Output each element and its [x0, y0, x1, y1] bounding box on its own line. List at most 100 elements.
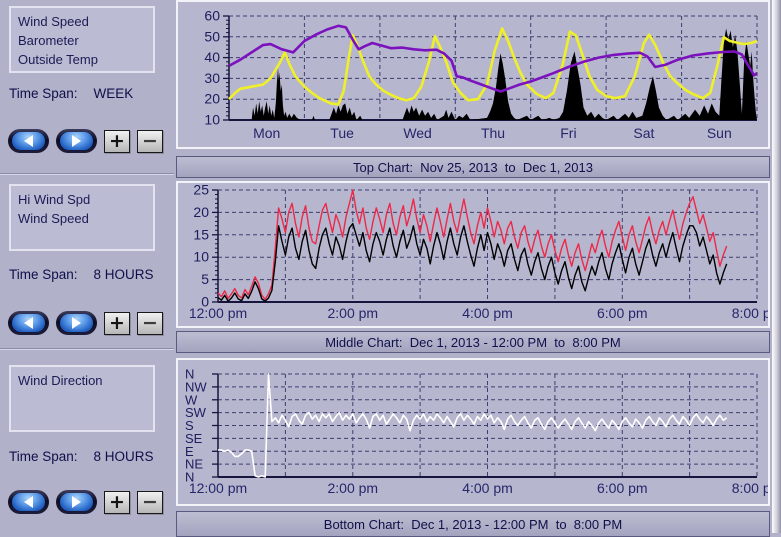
middle-chart-caption: Middle Chart: Dec 1, 2013 - 12:00 PM to … [176, 331, 770, 353]
svg-text:0: 0 [201, 294, 209, 310]
time-span-row-middle: Time Span: 8 HOURS [9, 267, 154, 282]
next-icon [60, 132, 93, 150]
svg-text:SW: SW [185, 405, 207, 420]
svg-text:2:00 pm: 2:00 pm [328, 480, 379, 496]
time-span-value: 8 HOURS [93, 267, 154, 282]
svg-text:25: 25 [193, 183, 209, 198]
svg-text:30: 30 [204, 70, 220, 86]
next-button-top[interactable] [56, 129, 97, 153]
prev-icon [12, 314, 45, 332]
svg-text:Sat: Sat [633, 125, 654, 141]
series-wind-speed [229, 28, 757, 120]
middle-chart-controls: + − [8, 311, 163, 335]
prev-button-middle[interactable] [8, 311, 49, 335]
svg-text:15: 15 [193, 226, 209, 242]
svg-text:6:00 pm: 6:00 pm [597, 305, 648, 321]
svg-text:10: 10 [193, 249, 209, 265]
legend-item-barometer[interactable]: Barometer [18, 33, 79, 48]
zoom-out-button-bottom[interactable]: − [137, 490, 163, 514]
bottom-chart-caption: Bottom Chart: Dec 1, 2013 - 12:00 PM to … [176, 511, 770, 537]
time-span-row-bottom: Time Span: 8 HOURS [9, 449, 154, 464]
time-span-value: WEEK [93, 86, 134, 101]
zoom-in-button-middle[interactable]: + [104, 311, 130, 335]
middle-chart-caption-text: Middle Chart: Dec 1, 2013 - 12:00 PM to … [325, 334, 621, 350]
sidebar-section-top-chart: Wind Speed Barometer Outside Temp Time S… [0, 0, 174, 173]
svg-text:E: E [185, 444, 194, 459]
top-chart-caption: Top Chart: Nov 25, 2013 to Dec 1, 2013 [176, 156, 770, 178]
svg-text:20: 20 [193, 204, 209, 220]
middle-chart-legend-box[interactable]: Hi Wind Spd Wind Speed [9, 184, 155, 251]
top-chart-caption-text: Top Chart: Nov 25, 2013 to Dec 1, 2013 [353, 159, 593, 175]
legend-item-hi-wind-spd[interactable]: Hi Wind Spd [18, 192, 91, 207]
svg-text:12:00 pm: 12:00 pm [189, 305, 247, 321]
middle-chart-svg: 0 5 10 15 20 25 12:00 pm 2:00 pm 4:00 pm 6:00 pm 8… [189, 183, 768, 321]
time-span-value: 8 HOURS [93, 449, 154, 464]
svg-text:Mon: Mon [253, 125, 280, 141]
legend-item-wind-speed[interactable]: Wind Speed [18, 211, 89, 226]
svg-text:Tue: Tue [330, 125, 354, 141]
svg-text:5: 5 [201, 271, 209, 287]
prev-icon [12, 493, 45, 511]
svg-text:6:00 pm: 6:00 pm [597, 480, 648, 496]
legend-item-wind-speed[interactable]: Wind Speed [18, 14, 89, 29]
top-chart-controls: + − [8, 129, 163, 153]
zoom-out-button-top[interactable]: − [137, 129, 163, 153]
svg-text:12:00 pm: 12:00 pm [189, 480, 247, 496]
bottom-chart-legend-box[interactable]: Wind Direction [9, 365, 155, 432]
prev-icon [12, 132, 45, 150]
sidebar-section-middle-chart: Hi Wind Spd Wind Speed Time Span: 8 HOURS… [0, 175, 174, 348]
time-span-row-top: Time Span: WEEK [9, 86, 133, 101]
zoom-in-button-bottom[interactable]: + [104, 490, 130, 514]
svg-text:W: W [185, 392, 198, 407]
svg-text:S: S [185, 418, 194, 433]
time-span-label: Time Span: [9, 449, 78, 464]
next-icon [60, 314, 93, 332]
zoom-in-button-top[interactable]: + [104, 129, 130, 153]
next-button-bottom[interactable] [56, 490, 97, 514]
svg-text:8:00 pm: 8:00 pm [732, 305, 768, 321]
bottom-chart-controls: + − [8, 490, 163, 514]
svg-text:60: 60 [204, 8, 220, 24]
series-wind-speed [217, 222, 728, 302]
sidebar-divider-2 [0, 348, 174, 350]
sidebar-section-bottom-chart: Wind Direction Time Span: 8 HOURS + − [0, 350, 174, 533]
svg-text:2:00 pm: 2:00 pm [328, 305, 379, 321]
svg-text:8:00 pm: 8:00 pm [732, 480, 768, 496]
top-chart-legend-box[interactable]: Wind Speed Barometer Outside Temp [9, 6, 155, 73]
legend-item-outside-temp[interactable]: Outside Temp [18, 52, 98, 67]
legend-item-wind-direction[interactable]: Wind Direction [18, 373, 103, 388]
prev-button-top[interactable] [8, 129, 49, 153]
svg-text:20: 20 [204, 91, 220, 107]
series-barometer [228, 24, 758, 93]
svg-text:4:00 pm: 4:00 pm [462, 480, 513, 496]
zoom-out-button-middle[interactable]: − [137, 311, 163, 335]
sidebar-divider-1 [0, 173, 174, 175]
window-edge[interactable] [772, 0, 781, 533]
svg-text:NE: NE [185, 457, 203, 472]
svg-text:4:00 pm: 4:00 pm [462, 305, 513, 321]
svg-text:NW: NW [185, 379, 207, 394]
svg-text:40: 40 [204, 49, 220, 65]
series-outside-temp [228, 27, 758, 106]
svg-text:N: N [185, 367, 194, 382]
svg-text:Thu: Thu [481, 125, 505, 141]
svg-text:Fri: Fri [560, 125, 576, 141]
middle-chart-panel: 0 5 10 15 20 25 12:00 pm 2:00 pm 4:00 pm 6:00 pm 8… [176, 181, 770, 328]
top-chart-panel: 10 20 30 40 50 60 Mon Tue Wed Thu Fri Sat Sun [176, 0, 770, 149]
series-wind-direction [218, 373, 728, 478]
series-hi-wind-spd [217, 189, 728, 301]
svg-text:10: 10 [204, 112, 220, 128]
time-span-label: Time Span: [9, 86, 78, 101]
bottom-chart-panel: N NE E SE S SW W NW N 12:00 pm 2:00 pm 4:00 pm 6:00 … [176, 358, 770, 506]
prev-button-bottom[interactable] [8, 490, 49, 514]
bottom-chart-caption-text: Bottom Chart: Dec 1, 2013 - 12:00 PM to … [323, 516, 623, 532]
time-span-label: Time Span: [9, 267, 78, 282]
svg-text:SE: SE [185, 431, 203, 446]
next-icon [60, 493, 93, 511]
svg-text:N: N [185, 470, 194, 485]
svg-text:Wed: Wed [403, 125, 432, 141]
next-button-middle[interactable] [56, 311, 97, 335]
top-chart-svg: 10 20 30 40 50 60 Mon Tue Wed Thu Fri Sat Sun [204, 8, 758, 141]
